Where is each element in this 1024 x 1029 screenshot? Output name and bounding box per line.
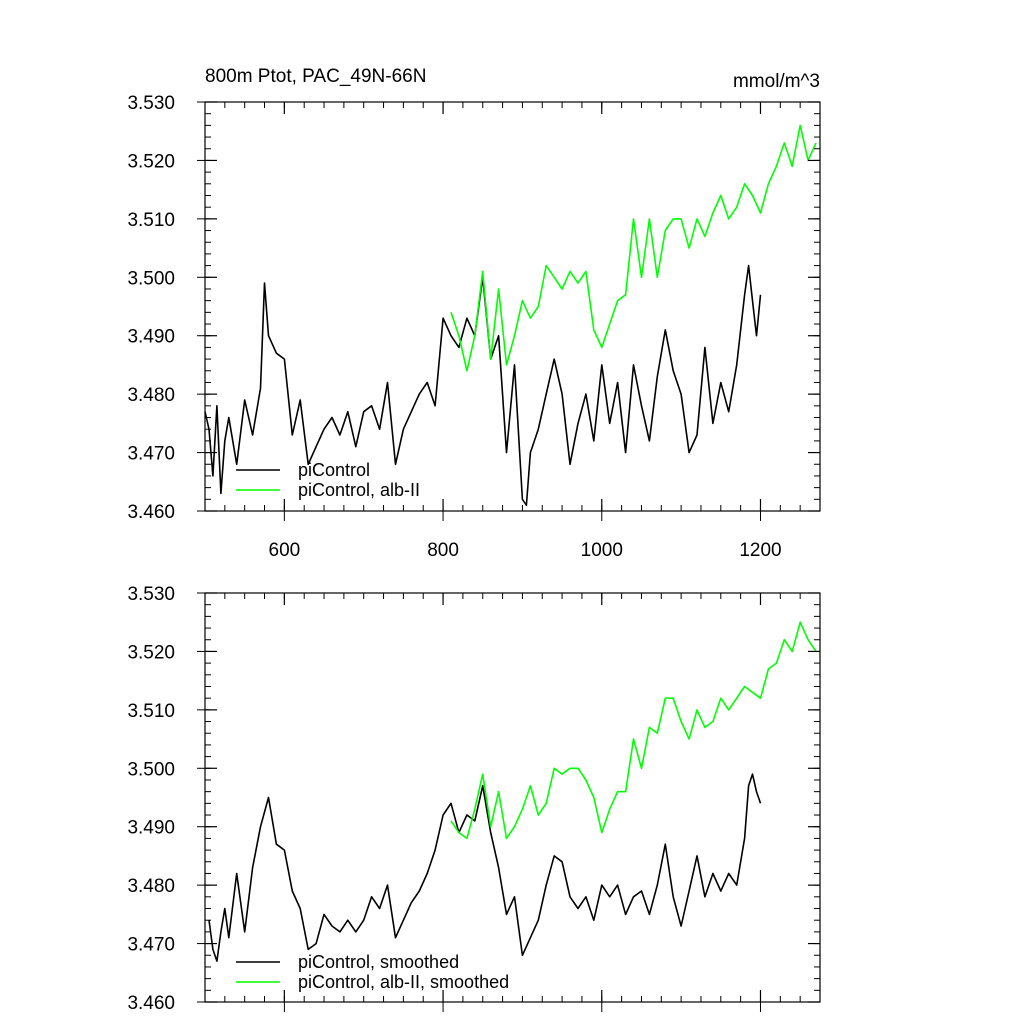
y-tick-label: 3.520: [127, 642, 175, 663]
chart-panel-bottom: 3.460 3.470 3.480 3.490 3.500 3.510 3.520 3.530…: [127, 584, 821, 1014]
axes: 3.460 3.470 3.480 3.490 3.500 3.510 3.520 3.530: [127, 584, 821, 1014]
x-tick-label: 1200: [739, 540, 781, 561]
series-line-picontrol-smoothed: [208, 773, 762, 962]
chart-title: 800m Ptot, PAC_49N-66N: [205, 66, 426, 87]
y-tick-label: 3.480: [127, 385, 175, 406]
y-tick-label: 3.480: [127, 876, 175, 897]
chart-units: mmol/m^3: [733, 71, 820, 92]
y-tick-label: 3.490: [127, 818, 175, 839]
legend-label-alb-II: piControl, alb-II: [298, 480, 420, 500]
legend-label-alb-II-smoothed: piControl, alb-II, smoothed: [298, 972, 509, 992]
x-tick-label: 600: [269, 540, 301, 561]
y-tick-label: 3.510: [127, 701, 175, 722]
x-tick-label: 800: [427, 540, 459, 561]
legend: piControl, smoothed piControl, alb-II, s…: [236, 952, 509, 992]
y-tick-label: 3.500: [127, 268, 175, 289]
axes: 3.460 3.470 3.480 3.490 3.500 3.510 3.520 3.530…: [127, 93, 821, 561]
y-tick-label: 3.520: [127, 151, 175, 172]
y-tick-label: 3.510: [127, 210, 175, 231]
y-tick-label: 3.530: [127, 93, 175, 114]
y-tick-label: 3.470: [127, 935, 175, 956]
y-tick-label: 3.470: [127, 444, 175, 465]
series-lines: [208, 621, 817, 962]
y-tick-label: 3.530: [127, 584, 175, 605]
x-tick-label: 1000: [581, 540, 623, 561]
y-tick-label: 3.500: [127, 759, 175, 780]
series-line-picontrol: [204, 264, 762, 506]
chart-panel-top: 800m Ptot, PAC_49N-66N mmol/m^3 3.4603.4…: [127, 66, 821, 561]
series-line-picontrol-alb-ii: [450, 124, 817, 372]
legend-label-piControl-smoothed: piControl, smoothed: [298, 952, 459, 972]
legend-label-piControl: piControl: [298, 460, 370, 480]
y-tick-label: 3.490: [127, 327, 175, 348]
y-tick-label: 3.460: [127, 502, 175, 523]
plot-frame: [204, 592, 821, 1003]
plot-frame: [204, 101, 821, 512]
y-tick-label: 3.460: [127, 993, 175, 1014]
series-line-picontrol-alb-ii-smoothed: [450, 621, 817, 840]
legend: piControl piControl, alb-II: [236, 460, 420, 500]
series-lines: [204, 124, 817, 506]
